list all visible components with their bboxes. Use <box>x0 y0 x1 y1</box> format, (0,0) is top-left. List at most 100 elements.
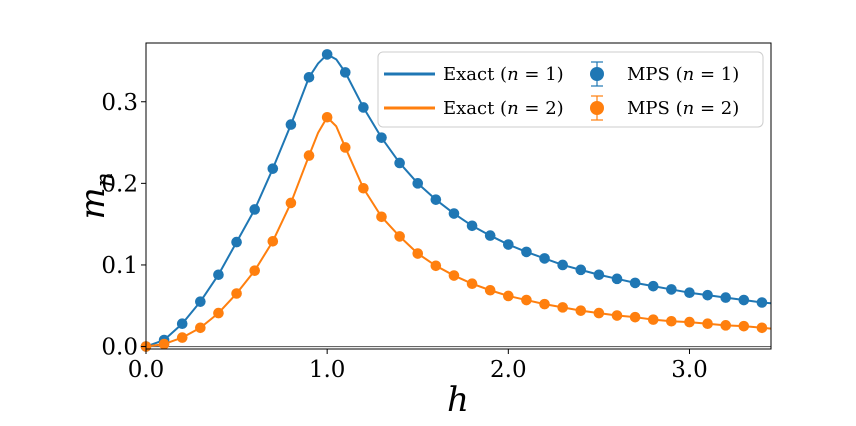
mps-data-point <box>575 305 587 316</box>
mps-data-point <box>231 236 242 248</box>
mps-data-point <box>611 273 623 285</box>
mps-data-point <box>666 315 677 327</box>
mps-marker <box>611 273 623 285</box>
legend-exact-n1-label: Exact (n = 1) <box>443 64 564 85</box>
mps-data-point <box>321 49 333 60</box>
mps-marker <box>593 269 605 281</box>
mps-data-point <box>720 292 732 303</box>
mps-marker <box>466 278 478 290</box>
mps-marker <box>213 269 224 281</box>
mps-data-point <box>249 204 260 215</box>
mps-marker <box>394 157 405 169</box>
mps-data-point <box>321 111 333 123</box>
mps-marker <box>503 290 514 302</box>
mps-data-point <box>358 182 369 194</box>
mps-marker <box>321 111 333 123</box>
mps-data-point <box>575 264 587 276</box>
plot-area <box>140 49 771 352</box>
mps-marker <box>303 71 315 83</box>
mps-marker <box>412 178 424 189</box>
mps-marker <box>448 270 460 281</box>
mps-marker <box>195 296 206 307</box>
mps-data-point <box>195 322 206 334</box>
mps-data-point <box>466 278 478 290</box>
mps-data-point <box>213 269 224 281</box>
x-tick-label: 2.0 <box>490 357 527 383</box>
mps-data-point <box>521 294 532 306</box>
mps-data-point <box>629 311 641 323</box>
mps-data-point <box>412 178 424 189</box>
mps-data-point <box>684 287 695 298</box>
mps-marker <box>611 310 623 321</box>
mps-marker <box>484 230 496 241</box>
mps-data-point <box>213 307 224 319</box>
mps-marker <box>720 320 732 331</box>
y-axis-label-base: m <box>73 187 113 219</box>
mps-data-point <box>539 298 550 310</box>
y-tick-label: 0.2 <box>101 171 138 197</box>
mps-marker <box>629 311 641 323</box>
mps-marker <box>394 231 405 242</box>
mps-data-point <box>702 289 713 301</box>
mps-data-point <box>339 67 351 78</box>
legend-mps-n1-swatch <box>590 61 604 87</box>
mps-data-point <box>702 318 713 330</box>
mps-data-point <box>176 332 188 343</box>
mps-marker <box>321 49 333 60</box>
mps-data-point <box>593 269 605 281</box>
axis-ticks: 0.0 1.0 2.0 3.0 0.0 0.1 0.2 0.3 <box>101 90 707 383</box>
mps-data-point <box>430 194 442 205</box>
mps-data-point <box>285 197 297 209</box>
mps-data-point <box>249 265 260 276</box>
mps-data-point <box>666 284 677 295</box>
mps-data-point <box>376 132 387 143</box>
mps-marker <box>702 289 713 301</box>
mps-marker <box>448 208 460 219</box>
mps-marker <box>412 248 424 259</box>
mps-marker <box>684 287 695 298</box>
mps-marker <box>158 338 170 350</box>
mps-marker <box>484 284 496 296</box>
y-axis-label: mn <box>73 172 118 219</box>
mps-data-point <box>484 230 496 241</box>
mps-data-point <box>557 302 568 313</box>
mps-marker <box>249 204 260 215</box>
mps-marker <box>539 253 550 264</box>
mps-data-point <box>267 235 279 247</box>
mps-marker <box>575 264 587 276</box>
mps-marker <box>358 102 369 113</box>
mps-marker <box>557 302 568 313</box>
mps-data-point <box>647 314 659 325</box>
mps-marker <box>756 322 768 334</box>
legend-mps-n2-swatch <box>590 95 604 121</box>
mps-data-point <box>738 294 750 306</box>
mps-marker <box>376 132 387 143</box>
mps-data-point <box>466 220 478 232</box>
mps-marker <box>666 315 677 327</box>
mps-data-point <box>448 270 460 281</box>
mps-marker <box>176 318 188 330</box>
mps-data-point <box>521 246 532 258</box>
mps-data-point <box>339 142 351 153</box>
mps-marker <box>666 284 677 295</box>
mps-marker <box>430 194 442 205</box>
mps-marker <box>702 318 713 330</box>
x-tick-label: 1.0 <box>309 357 346 383</box>
mps-marker <box>466 220 478 232</box>
mps-marker <box>430 260 442 272</box>
mps-marker <box>539 298 550 310</box>
mps-marker <box>303 150 315 161</box>
mps-data-point <box>303 150 315 161</box>
mps-data-point <box>756 322 768 334</box>
mps-data-point <box>231 288 242 299</box>
legend-exact-n2-label: Exact (n = 2) <box>443 98 564 119</box>
marker-layer <box>140 49 768 352</box>
mps-data-point <box>756 297 768 308</box>
mps-data-point <box>738 320 750 332</box>
mps-marker <box>503 239 514 250</box>
legend: Exact (n = 1) Exact (n = 2) MPS (n = 1) … <box>377 51 764 128</box>
mps-marker <box>358 182 369 194</box>
mps-data-point <box>557 259 568 271</box>
mps-marker <box>285 119 297 130</box>
mps-data-point <box>394 157 405 169</box>
